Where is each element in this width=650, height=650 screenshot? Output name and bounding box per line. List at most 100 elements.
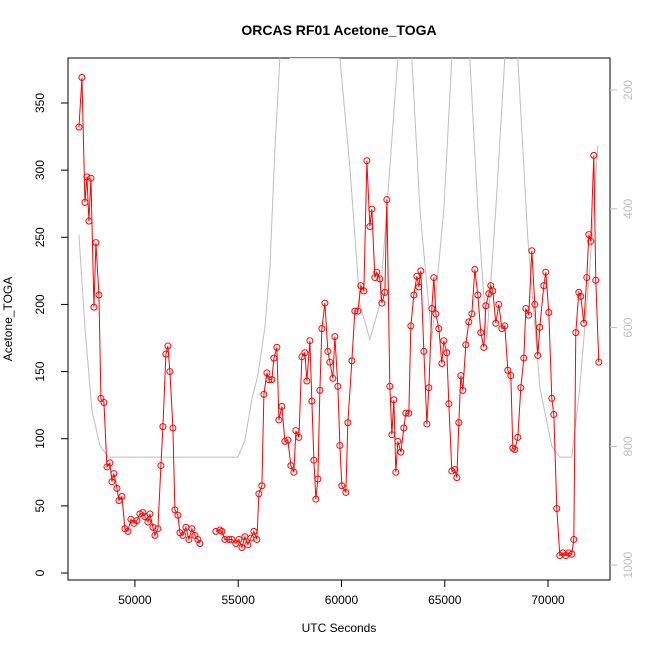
data-point — [263, 369, 271, 377]
data-point — [164, 342, 172, 350]
data-point — [287, 462, 295, 470]
data-point — [489, 287, 497, 295]
data-point — [110, 470, 118, 478]
data-point — [354, 307, 362, 315]
data-point — [360, 287, 368, 295]
data-point — [420, 347, 428, 355]
data-point — [587, 237, 595, 245]
data-point — [435, 325, 443, 333]
data-point — [157, 462, 165, 470]
data-point — [162, 350, 170, 358]
data-point — [329, 374, 337, 382]
data-point — [577, 292, 585, 300]
data-point — [542, 268, 550, 276]
data-point — [342, 488, 350, 496]
data-point — [273, 343, 281, 351]
data-point — [465, 318, 473, 326]
chart-title: ORCAS RF01 Acetone_TOGA — [241, 22, 436, 38]
data-point — [108, 478, 116, 486]
data-point — [85, 217, 93, 225]
data-point — [443, 349, 451, 357]
data-point — [179, 531, 187, 539]
data-point — [501, 322, 509, 330]
data-point — [166, 368, 174, 376]
data-point — [113, 484, 121, 492]
y-tick-label: 350 — [33, 93, 47, 113]
data-point — [413, 272, 421, 280]
data-point — [318, 325, 326, 333]
data-point — [474, 291, 482, 299]
data-point — [235, 535, 243, 543]
data-point — [405, 409, 413, 417]
x-tick-label: 50000 — [118, 593, 152, 607]
data-point — [376, 275, 384, 283]
y-axis-label: Acetone_TOGA — [1, 277, 15, 362]
data-point — [438, 360, 446, 368]
data-point — [351, 307, 359, 315]
data-point — [528, 247, 536, 255]
data-point — [188, 525, 196, 533]
data-point — [149, 523, 157, 531]
data-point — [459, 386, 467, 394]
data-point — [575, 288, 583, 296]
data-point — [378, 299, 386, 307]
data-point — [417, 267, 425, 275]
data-point — [260, 390, 268, 398]
data-point — [258, 482, 266, 490]
data-point — [290, 468, 298, 476]
data-point — [169, 424, 177, 432]
x-tick-label: 70000 — [531, 593, 565, 607]
data-point — [595, 358, 603, 366]
data-point — [580, 319, 588, 327]
data-point — [316, 386, 324, 394]
data-point — [592, 276, 600, 284]
x-tick-label: 55000 — [222, 593, 256, 607]
data-point — [90, 303, 98, 311]
data-point — [87, 174, 95, 182]
y2-tick-label: 1000 — [621, 551, 635, 578]
data-point — [174, 511, 182, 519]
data-point — [196, 539, 204, 547]
data-point — [383, 196, 391, 204]
data-point — [402, 409, 410, 417]
data-point — [139, 509, 147, 517]
y-tick-label: 250 — [33, 227, 47, 247]
data-point — [312, 495, 320, 503]
data-point — [430, 274, 438, 282]
data-point — [308, 397, 316, 405]
data-point — [357, 282, 365, 290]
y-tick-label: 200 — [33, 294, 47, 314]
data-point — [445, 400, 453, 408]
y2-tick-label: 400 — [621, 199, 635, 219]
data-point — [265, 376, 273, 384]
data-point — [455, 419, 463, 427]
data-point — [482, 302, 490, 310]
data-point — [550, 411, 558, 419]
data-point — [334, 382, 342, 390]
data-point — [253, 535, 261, 543]
data-point — [509, 444, 517, 452]
x-tick-label: 60000 — [325, 593, 359, 607]
data-point — [366, 223, 374, 231]
data-point — [275, 416, 283, 424]
series-line — [78, 58, 599, 458]
data-point — [531, 300, 539, 308]
data-point — [514, 433, 522, 441]
data-point — [159, 423, 167, 431]
data-point — [216, 526, 224, 534]
plot-area — [75, 58, 603, 560]
data-point — [453, 474, 461, 482]
data-point — [250, 527, 258, 535]
data-point — [133, 517, 141, 525]
data-point — [390, 396, 398, 404]
data-point — [194, 535, 202, 543]
data-point — [221, 535, 229, 543]
data-point — [95, 291, 103, 299]
data-point — [397, 448, 405, 456]
data-point — [238, 544, 246, 552]
data-point — [570, 535, 578, 543]
data-point — [292, 427, 300, 435]
data-point — [522, 304, 530, 312]
data-point — [348, 357, 356, 365]
